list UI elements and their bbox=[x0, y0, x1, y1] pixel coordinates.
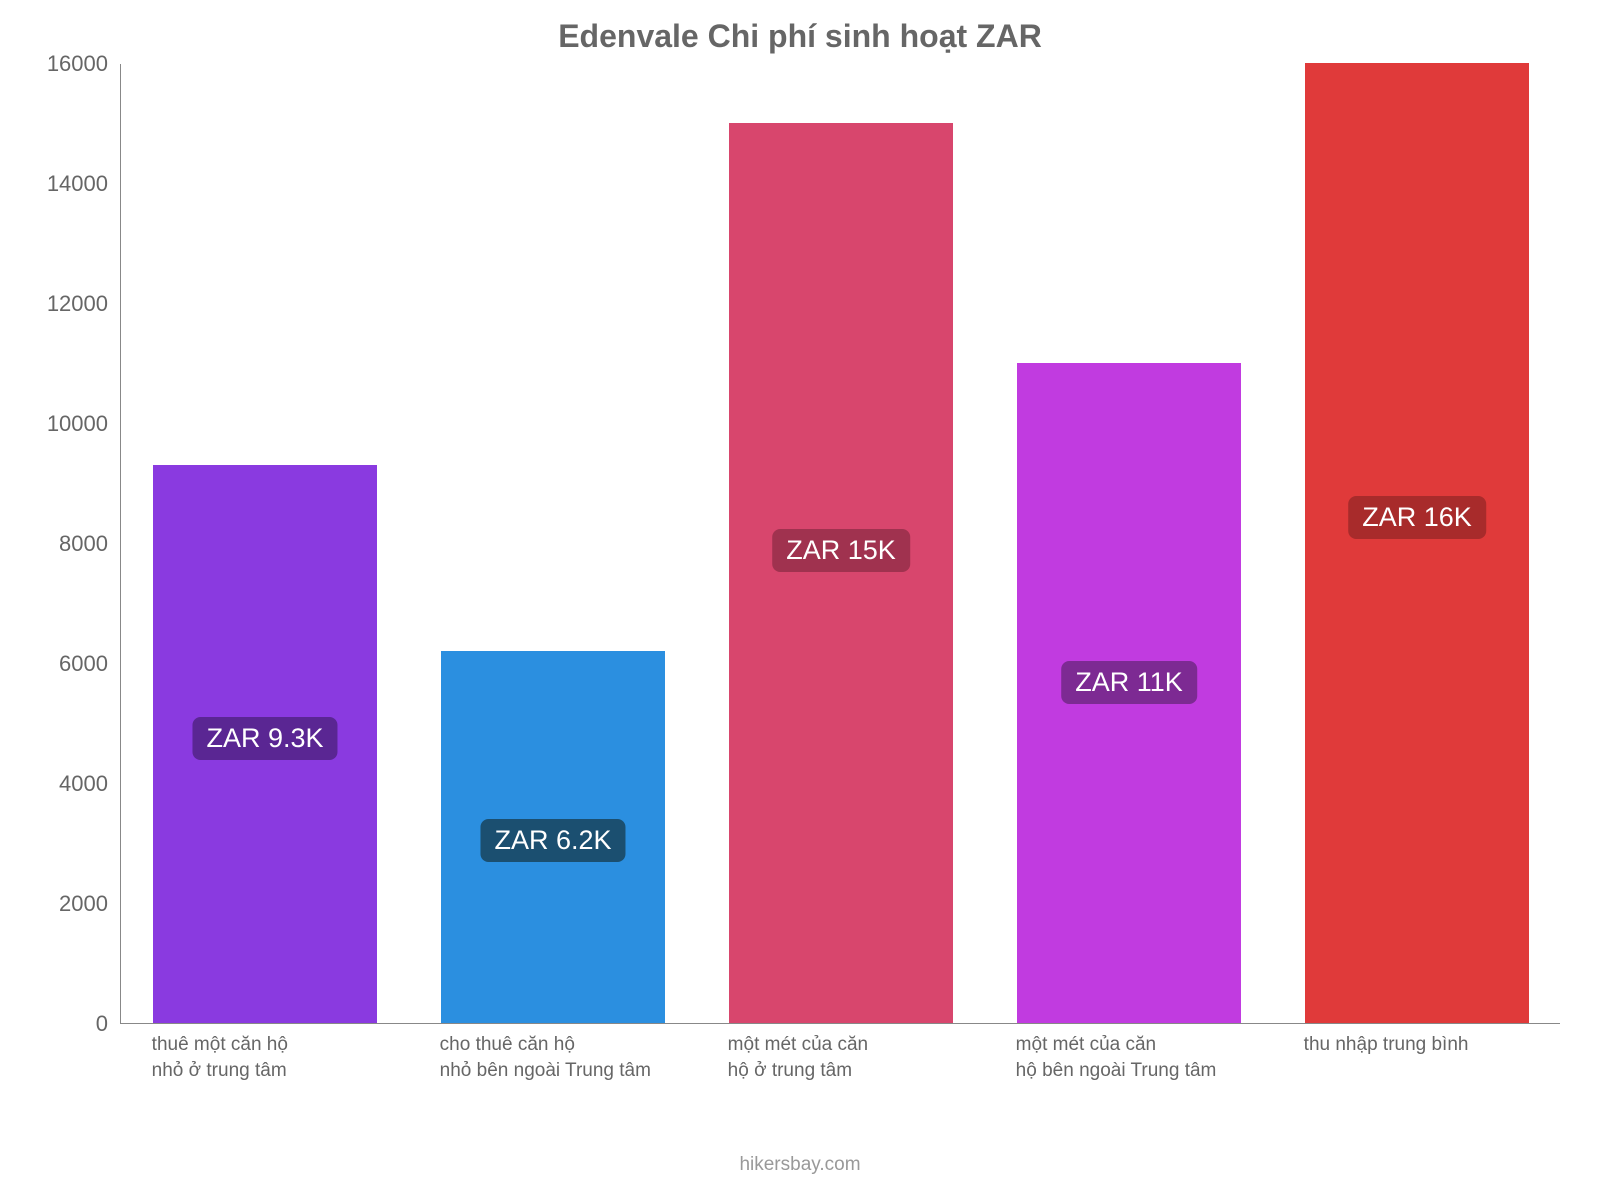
x-axis-tick-label-line: thu nhập trung bình bbox=[1304, 1034, 1469, 1055]
y-axis-tick-label: 4000 bbox=[8, 771, 108, 797]
x-axis-tick-label: thuê một căn hộ nhỏ ở trung tâm bbox=[152, 1032, 288, 1083]
y-axis-tick-label: 10000 bbox=[8, 411, 108, 437]
x-axis-tick-label-line: nhỏ bên ngoài Trung tâm bbox=[440, 1060, 651, 1081]
x-axis-tick-label-line: hộ bên ngoài Trung tâm bbox=[1016, 1060, 1217, 1081]
y-axis-tick-label: 14000 bbox=[8, 171, 108, 197]
bar-value-label: ZAR 9.3K bbox=[192, 717, 337, 760]
cost-of-living-chart: Edenvale Chi phí sinh hoạt ZAR ZAR 9.3KZ… bbox=[0, 0, 1600, 1200]
x-axis-tick-label-line: cho thuê căn hộ bbox=[440, 1034, 575, 1055]
y-axis-tick-label: 0 bbox=[8, 1011, 108, 1037]
x-axis-tick-label: thu nhập trung bình bbox=[1304, 1032, 1469, 1058]
chart-title: Edenvale Chi phí sinh hoạt ZAR bbox=[0, 18, 1600, 55]
bar-value-label: ZAR 15K bbox=[772, 529, 910, 572]
y-axis-tick-label: 12000 bbox=[8, 291, 108, 317]
x-axis-tick-label-line: hộ ở trung tâm bbox=[728, 1060, 852, 1081]
attribution-text: hikersbay.com bbox=[0, 1154, 1600, 1176]
x-axis-tick-label-line: một mét của căn bbox=[728, 1034, 868, 1055]
x-axis-tick-label-line: một mét của căn bbox=[1016, 1034, 1156, 1055]
y-axis-tick-label: 2000 bbox=[8, 891, 108, 917]
y-axis-tick-label: 8000 bbox=[8, 531, 108, 557]
x-axis-tick-label: một mét của căn hộ ở trung tâm bbox=[728, 1032, 868, 1083]
bar-value-label: ZAR 11K bbox=[1061, 661, 1197, 704]
y-axis-tick-label: 16000 bbox=[8, 51, 108, 77]
x-axis-tick-label-line: thuê một căn hộ bbox=[152, 1034, 288, 1055]
y-axis-tick-label: 6000 bbox=[8, 651, 108, 677]
x-axis-tick-label: cho thuê căn hộ nhỏ bên ngoài Trung tâm bbox=[440, 1032, 651, 1083]
bar-value-label: ZAR 6.2K bbox=[480, 819, 625, 862]
plot-area: ZAR 9.3K ZAR 6.2K ZAR 15K ZAR 11K ZAR 16K bbox=[120, 64, 1560, 1024]
x-axis-tick-label-line: nhỏ ở trung tâm bbox=[152, 1060, 287, 1081]
bar-value-label: ZAR 16K bbox=[1348, 496, 1486, 539]
x-axis-tick-label: một mét của căn hộ bên ngoài Trung tâm bbox=[1016, 1032, 1217, 1083]
bar bbox=[729, 123, 954, 1023]
bar bbox=[1305, 63, 1530, 1023]
